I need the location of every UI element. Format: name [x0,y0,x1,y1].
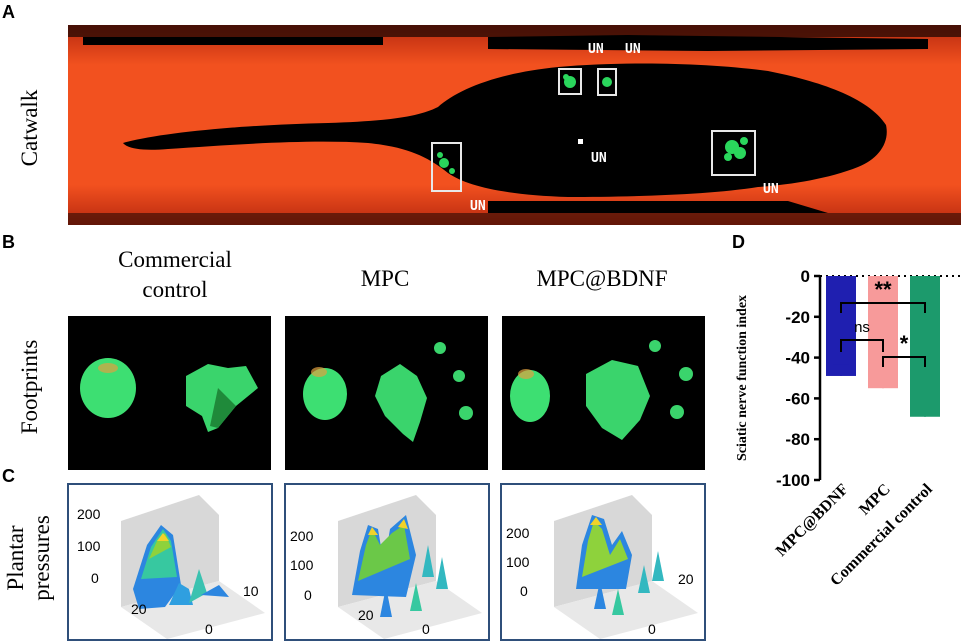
y-axis-title: Sciatic nerve function index [735,295,750,461]
significance-label: ns [854,319,870,336]
x-tick: 0 [205,621,213,637]
column-title-mpc-bdnf: MPC@BDNF [536,266,668,291]
plantar-mpc-svg [338,495,482,639]
footprint-image-mpc [285,316,488,470]
z-tick: 0 [91,570,99,586]
plantar-ticks-mpc: 200 100 0 20 0 [284,483,490,641]
y-tick: 20 [131,601,147,617]
un-label: UN [625,42,641,57]
plantar-mpc-bdnf-svg [554,495,698,639]
significance-label: ** [874,277,892,302]
plantar-ticks-control: 200 100 0 20 10 0 [67,483,273,641]
plantar-ticks-mpc-bdnf: 200 100 0 20 0 [500,483,706,641]
plantar-plot-mpc-bdnf [500,483,706,641]
un-label: UN [470,199,486,214]
footprint-image-control [68,316,271,470]
un-label: UN [588,42,604,57]
category-label: MPC [856,481,894,519]
significance-bracket [840,339,884,352]
rat-silhouette [123,63,887,197]
plantar-plot-control [67,483,273,641]
y-tick-label: -80 [785,430,810,449]
bar [868,276,898,389]
un-label: UN [591,151,607,166]
z-tick: 100 [290,557,314,573]
plantar-row-label-line1: Plantar [3,525,28,591]
column-title-control-line1: Commercial [118,247,232,272]
column-title-control: Commercial control [90,245,260,305]
bar [826,276,856,376]
panel-letter-d: D [732,232,745,252]
x-tick: 0 [648,621,656,637]
category-label: MPC@BDNF [773,481,852,560]
panel-letter-b: B [2,232,15,252]
catwalk-row-label: Catwalk [17,89,42,167]
z-tick: 200 [77,506,101,522]
z-tick: 200 [506,525,530,541]
plantar-plot-mpc [284,483,490,641]
y-tick: 20 [678,571,694,587]
bar [910,276,940,417]
y-tick-label: -40 [785,349,810,368]
significance-bracket [882,356,926,367]
panel-letter-c: C [2,466,15,486]
plantar-row-label: Plantar pressures [3,503,55,613]
y-tick-label: 0 [801,267,810,286]
y-tick: 10 [243,583,259,599]
x-tick: 0 [422,621,430,637]
significance-label: * [900,331,909,356]
panel-letter-a: A [2,2,15,22]
catwalk-image [68,25,961,225]
footprint-image-mpc-bdnf [502,316,705,470]
footprint-mpc-bdnf-svg [510,340,693,440]
un-label: UN [763,182,779,197]
z-tick: 200 [290,528,314,544]
z-tick: 0 [520,583,528,599]
footprint-mpc-svg [303,342,473,442]
y-tick-label: -20 [785,308,810,327]
z-tick: 0 [304,587,312,603]
y-tick: 20 [358,607,374,623]
chart-d-svg: 0 -20 -40 -60 -80 -100 Sciatic nerve function … [735,267,964,589]
plantar-row-label-line2: pressures [29,515,54,601]
catwalk-image-svg [68,25,961,225]
column-title-control-line2: control [142,277,208,302]
footprint-control-svg [80,358,258,432]
z-tick: 100 [506,554,530,570]
significance-bracket [840,302,926,313]
plantar-control-svg [121,495,265,639]
y-tick-label: -60 [785,389,810,408]
y-tick-label: -100 [776,471,810,490]
column-title-mpc: MPC [360,266,410,291]
footprints-row-label: Footprints [17,339,42,435]
z-tick: 100 [77,538,101,554]
